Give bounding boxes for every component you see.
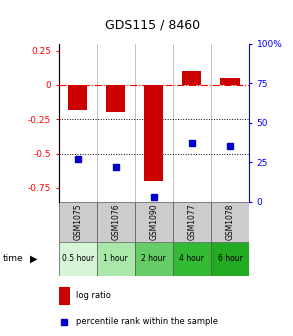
- Bar: [173, 242, 211, 276]
- Bar: [135, 242, 173, 276]
- Text: log ratio: log ratio: [76, 291, 111, 300]
- Bar: [135, 202, 173, 242]
- Text: GSM1078: GSM1078: [226, 204, 234, 240]
- Bar: [97, 242, 135, 276]
- Text: 2 hour: 2 hour: [142, 254, 166, 263]
- Bar: [211, 202, 249, 242]
- Text: 0.5 hour: 0.5 hour: [62, 254, 94, 263]
- Bar: [106, 85, 125, 112]
- Bar: [59, 242, 97, 276]
- Text: time: time: [3, 254, 23, 263]
- Bar: [59, 287, 70, 305]
- Bar: [182, 71, 201, 85]
- Bar: [173, 202, 211, 242]
- Text: GSM1076: GSM1076: [111, 203, 120, 240]
- Text: GSM1075: GSM1075: [73, 203, 82, 240]
- Text: percentile rank within the sample: percentile rank within the sample: [76, 317, 218, 326]
- Bar: [144, 85, 163, 181]
- Bar: [211, 242, 249, 276]
- Text: ▶: ▶: [30, 254, 38, 264]
- Text: GDS115 / 8460: GDS115 / 8460: [105, 18, 200, 32]
- Text: 4 hour: 4 hour: [180, 254, 204, 263]
- Text: 6 hour: 6 hour: [218, 254, 242, 263]
- Bar: [68, 85, 87, 110]
- Text: 1 hour: 1 hour: [103, 254, 128, 263]
- Text: GSM1090: GSM1090: [149, 203, 158, 240]
- Bar: [220, 78, 239, 85]
- Bar: [59, 202, 97, 242]
- Text: GSM1077: GSM1077: [188, 203, 196, 240]
- Bar: [97, 202, 135, 242]
